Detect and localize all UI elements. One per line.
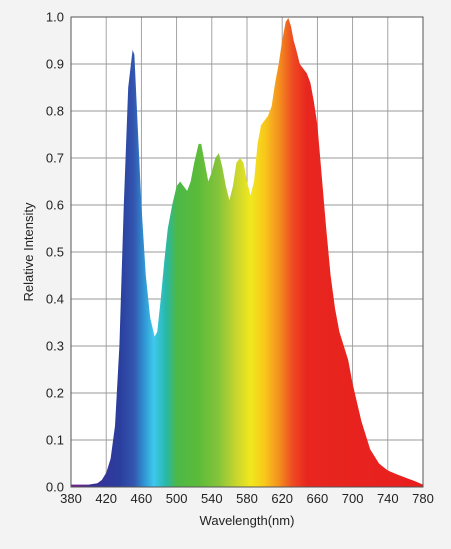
x-axis-ticks: 380 420 460 500 540 580 620 660 700 740 780 xyxy=(60,491,434,506)
y-tick-label: 0.5 xyxy=(46,245,64,260)
y-tick-label: 0.2 xyxy=(46,386,64,401)
x-axis-title: Wavelength(nm) xyxy=(200,513,295,528)
x-tick-label: 500 xyxy=(166,491,188,506)
x-tick-label: 700 xyxy=(342,491,364,506)
x-tick-label: 540 xyxy=(201,491,223,506)
y-axis-title: Relative Intensity xyxy=(21,202,36,301)
plot-frame xyxy=(70,16,424,488)
x-tick-label: 580 xyxy=(236,491,258,506)
x-tick-label: 780 xyxy=(412,491,434,506)
y-tick-label: 1.0 xyxy=(46,10,64,25)
y-tick-label: 0.3 xyxy=(46,339,64,354)
spectrum-area-series xyxy=(71,17,423,487)
y-tick-label: 0.0 xyxy=(46,480,64,495)
x-tick-label: 380 xyxy=(60,491,82,506)
y-tick-label: 0.8 xyxy=(46,104,64,119)
x-tick-label: 740 xyxy=(377,491,399,506)
x-tick-label: 420 xyxy=(95,491,117,506)
y-tick-label: 0.9 xyxy=(46,57,64,72)
y-tick-label: 0.7 xyxy=(46,151,64,166)
x-tick-label: 660 xyxy=(307,491,329,506)
y-tick-label: 0.1 xyxy=(46,433,64,448)
y-axis-ticks: 0.0 0.1 0.2 0.3 0.4 0.5 0.6 0.7 0.8 0.9 1.0 xyxy=(46,10,64,495)
x-tick-label: 620 xyxy=(271,491,293,506)
y-tick-label: 0.4 xyxy=(46,292,64,307)
x-tick-label: 460 xyxy=(131,491,153,506)
y-tick-label: 0.6 xyxy=(46,198,64,213)
